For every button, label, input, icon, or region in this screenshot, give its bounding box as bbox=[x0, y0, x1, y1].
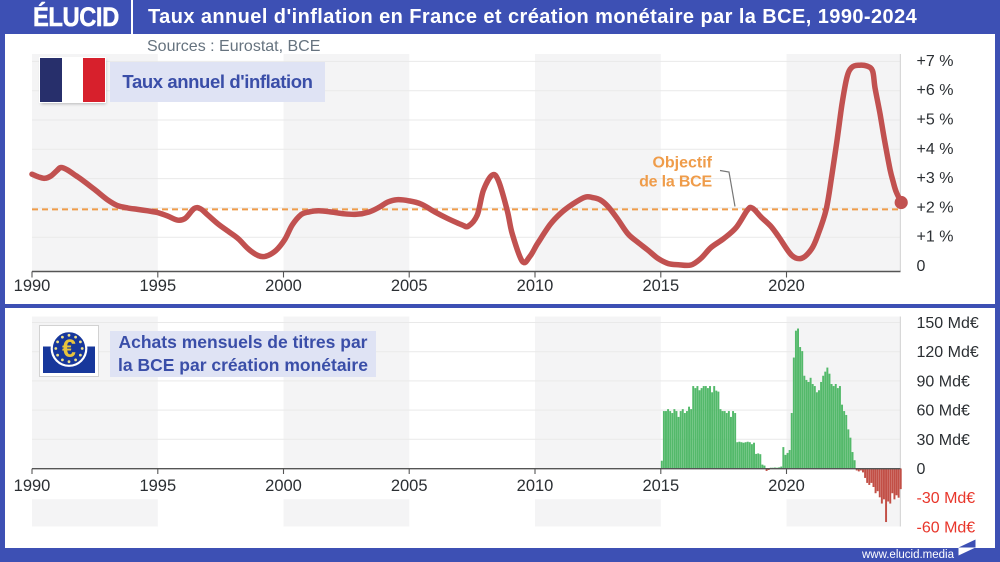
svg-text:+3 %: +3 % bbox=[917, 170, 954, 187]
svg-text:2000: 2000 bbox=[265, 277, 302, 295]
svg-text:2010: 2010 bbox=[517, 477, 554, 495]
svg-text:0: 0 bbox=[917, 461, 926, 478]
svg-text:2005: 2005 bbox=[391, 277, 428, 295]
svg-text:Objectif: Objectif bbox=[652, 155, 712, 172]
svg-text:de la BCE: de la BCE bbox=[639, 174, 712, 191]
svg-text:1990: 1990 bbox=[14, 477, 51, 495]
svg-text:+7 %: +7 % bbox=[917, 53, 954, 70]
svg-text:30 Md€: 30 Md€ bbox=[917, 432, 970, 449]
svg-text:2015: 2015 bbox=[642, 277, 679, 295]
svg-text:2020: 2020 bbox=[768, 277, 805, 295]
svg-text:€: € bbox=[62, 335, 76, 363]
svg-text:2010: 2010 bbox=[517, 277, 554, 295]
svg-text:150 Md€: 150 Md€ bbox=[917, 315, 979, 332]
svg-text:2020: 2020 bbox=[768, 477, 805, 495]
svg-text:+2 %: +2 % bbox=[917, 199, 954, 216]
svg-text:-60 Md€: -60 Md€ bbox=[917, 519, 976, 536]
svg-text:1995: 1995 bbox=[139, 277, 176, 295]
svg-text:0: 0 bbox=[917, 258, 926, 275]
svg-text:2005: 2005 bbox=[391, 477, 428, 495]
svg-text:2015: 2015 bbox=[642, 477, 679, 495]
svg-text:1990: 1990 bbox=[14, 277, 51, 295]
svg-text:2000: 2000 bbox=[265, 477, 302, 495]
svg-text:120 Md€: 120 Md€ bbox=[917, 344, 979, 361]
svg-text:+4 %: +4 % bbox=[917, 141, 954, 158]
svg-text:+1 %: +1 % bbox=[917, 229, 954, 246]
svg-text:+5 %: +5 % bbox=[917, 112, 954, 129]
svg-text:90 Md€: 90 Md€ bbox=[917, 373, 970, 390]
svg-text:60 Md€: 60 Md€ bbox=[917, 403, 970, 420]
svg-text:+6 %: +6 % bbox=[917, 82, 954, 99]
svg-text:1995: 1995 bbox=[139, 477, 176, 495]
svg-text:-30 Md€: -30 Md€ bbox=[917, 490, 976, 507]
